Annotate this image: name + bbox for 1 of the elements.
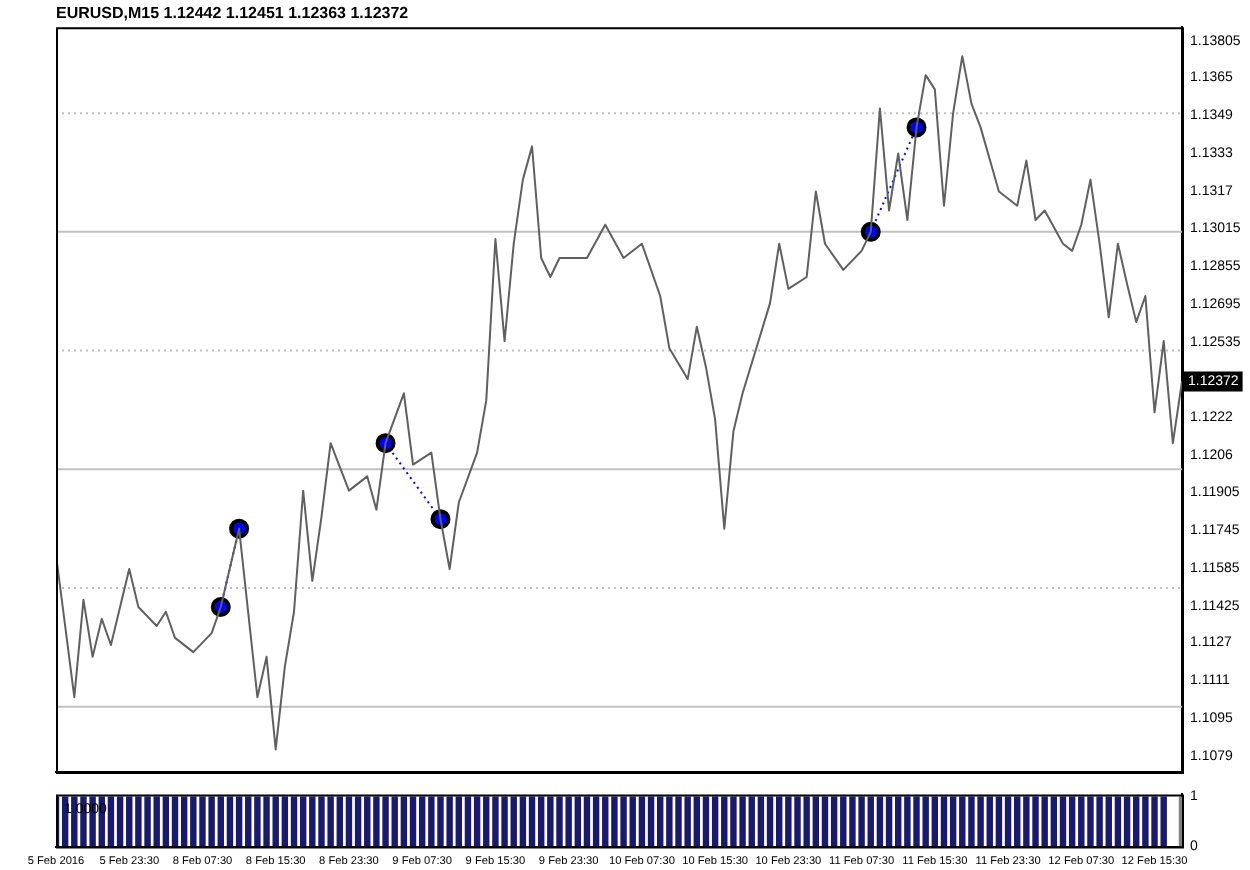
chart-title: EURUSD,M15 1.12442 1.12451 1.12363 1.12372 [56,4,410,23]
